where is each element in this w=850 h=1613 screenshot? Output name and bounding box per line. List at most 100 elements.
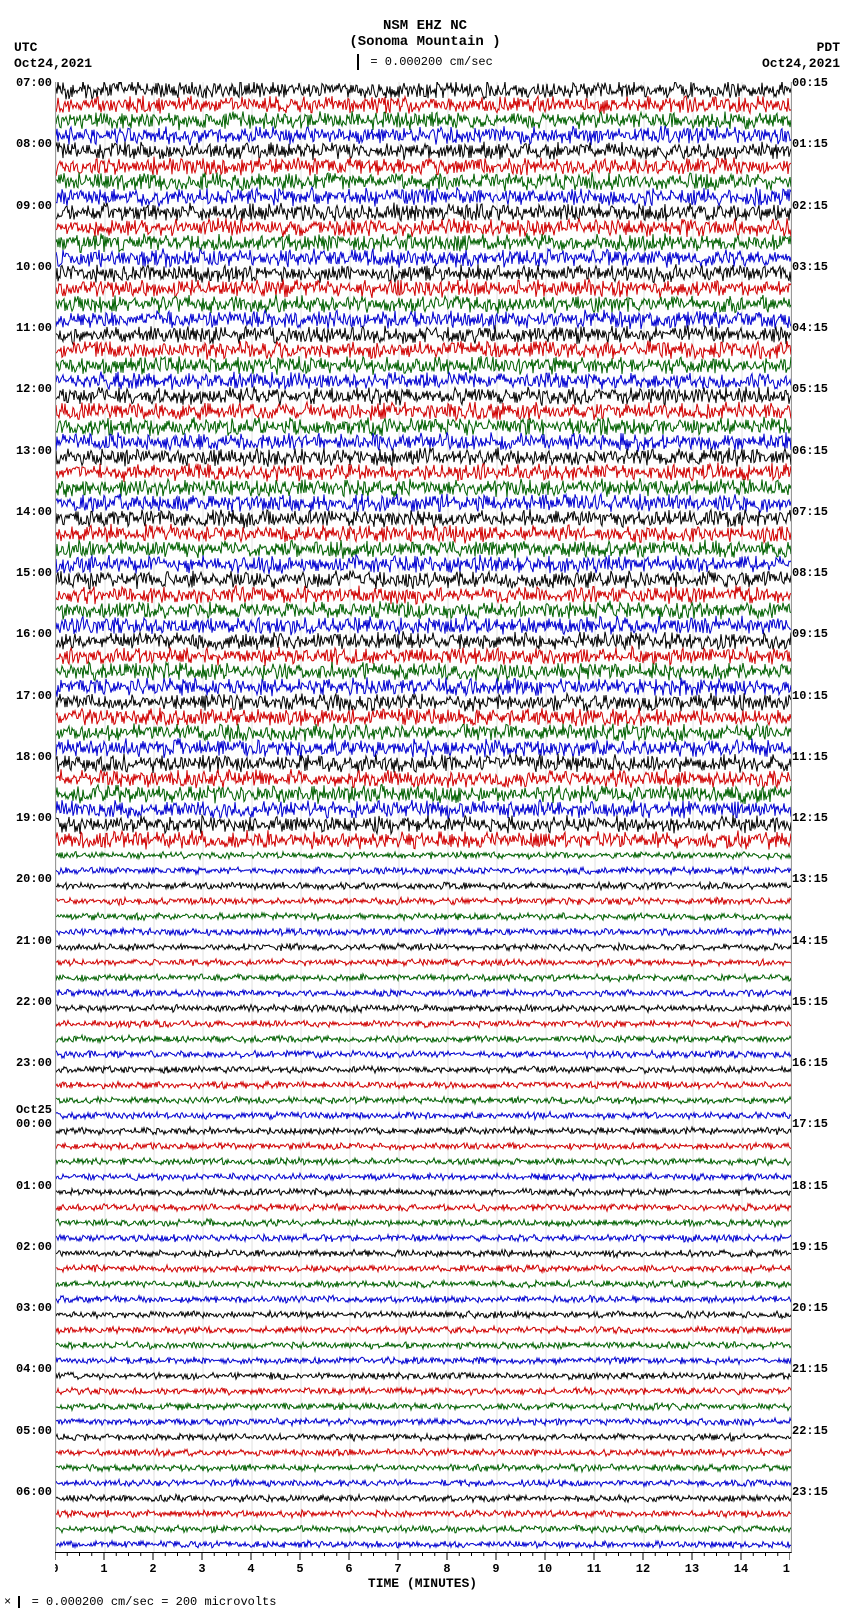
seismic-trace xyxy=(56,82,791,99)
utc-hour-label: 10:00 xyxy=(0,260,52,274)
utc-hour-label: 02:00 xyxy=(0,1240,52,1254)
svg-text:3: 3 xyxy=(198,1562,205,1576)
seismic-trace xyxy=(56,1341,791,1349)
seismic-trace xyxy=(56,1372,791,1379)
svg-text:8: 8 xyxy=(443,1562,450,1576)
seismic-trace xyxy=(56,738,791,758)
seismic-trace xyxy=(56,1005,791,1013)
seismic-trace xyxy=(56,1449,791,1457)
seismic-trace xyxy=(56,974,791,982)
pdt-hour-label: 14:15 xyxy=(792,934,842,948)
seismic-trace xyxy=(56,172,791,191)
utc-hour-label: 09:00 xyxy=(0,199,52,213)
seismic-trace xyxy=(56,1326,791,1334)
seismic-trace xyxy=(56,1051,791,1059)
seismic-trace xyxy=(56,959,791,967)
svg-text:15: 15 xyxy=(783,1562,790,1576)
pdt-hour-label: 02:15 xyxy=(792,199,842,213)
seismic-trace xyxy=(56,540,791,559)
seismic-trace xyxy=(56,1494,791,1502)
pdt-hour-label: 19:15 xyxy=(792,1240,842,1254)
pdt-hour-label: 07:15 xyxy=(792,505,842,519)
seismic-trace xyxy=(56,1265,791,1273)
pdt-hour-label: 00:15 xyxy=(792,76,842,90)
tz-right-label: PDT xyxy=(817,40,840,55)
seismic-trace xyxy=(56,1188,791,1196)
svg-text:1: 1 xyxy=(100,1562,107,1576)
seismic-trace xyxy=(56,203,791,222)
seismic-trace xyxy=(56,1219,791,1227)
seismic-trace xyxy=(56,815,791,834)
seismic-trace xyxy=(56,867,791,875)
seismic-trace xyxy=(56,1112,791,1120)
utc-hour-label: 19:00 xyxy=(0,811,52,825)
seismic-trace xyxy=(56,943,791,951)
svg-text:14: 14 xyxy=(734,1562,748,1576)
pdt-hour-label: 04:15 xyxy=(792,321,842,335)
seismogram-svg xyxy=(56,82,791,1552)
svg-text:2: 2 xyxy=(149,1562,156,1576)
seismic-trace xyxy=(56,1295,791,1303)
date-left: Oct24,2021 xyxy=(14,56,92,71)
header-block: NSM EHZ NC (Sonoma Mountain ) = 0.000200… xyxy=(0,18,850,70)
pdt-hour-label: 13:15 xyxy=(792,872,842,886)
seismic-trace xyxy=(56,1280,791,1288)
scale-text: = 0.000200 cm/sec xyxy=(370,55,492,69)
utc-hour-label: 23:00 xyxy=(0,1056,52,1070)
seismic-trace xyxy=(56,913,791,921)
utc-day-label: Oct25 xyxy=(0,1103,52,1117)
seismic-trace xyxy=(56,1525,791,1533)
svg-text:10: 10 xyxy=(538,1562,552,1576)
seismic-trace xyxy=(56,897,791,905)
date-right: Oct24,2021 xyxy=(762,56,840,71)
pdt-hour-label: 23:15 xyxy=(792,1485,842,1499)
svg-text:0: 0 xyxy=(55,1562,59,1576)
utc-hour-label: 18:00 xyxy=(0,750,52,764)
seismic-trace xyxy=(56,616,791,635)
seismic-trace xyxy=(56,295,791,314)
seismic-trace xyxy=(56,631,791,650)
seismic-trace xyxy=(56,233,791,252)
utc-hour-label: 01:00 xyxy=(0,1179,52,1193)
seismic-trace xyxy=(56,830,791,850)
seismic-trace xyxy=(56,432,791,452)
pdt-hour-label: 18:15 xyxy=(792,1179,842,1193)
seismic-trace xyxy=(56,1204,791,1212)
x-axis-svg: 0123456789101112131415 xyxy=(55,1552,790,1576)
seismic-trace xyxy=(56,279,791,298)
seismic-trace xyxy=(56,1418,791,1426)
scale-bar-icon xyxy=(18,1596,20,1608)
seismic-trace xyxy=(56,928,791,936)
seismic-trace xyxy=(56,1158,791,1166)
utc-hour-label: 06:00 xyxy=(0,1485,52,1499)
seismic-trace xyxy=(56,1433,791,1441)
pdt-hour-label: 09:15 xyxy=(792,627,842,641)
seismic-trace xyxy=(56,1081,791,1089)
seismic-trace xyxy=(56,372,791,390)
seismic-trace xyxy=(56,723,791,742)
utc-hour-label: 07:00 xyxy=(0,76,52,90)
seismic-trace xyxy=(56,601,791,620)
pdt-hour-label: 16:15 xyxy=(792,1056,842,1070)
station-id: NSM EHZ NC xyxy=(0,18,850,34)
utc-hour-label: 04:00 xyxy=(0,1362,52,1376)
utc-hour-label: 03:00 xyxy=(0,1301,52,1315)
utc-hour-label: 08:00 xyxy=(0,137,52,151)
seismic-trace xyxy=(56,187,791,206)
seismogram-page: NSM EHZ NC (Sonoma Mountain ) = 0.000200… xyxy=(0,0,850,1613)
seismic-trace xyxy=(56,126,791,146)
seismic-trace xyxy=(56,448,791,467)
seismic-trace xyxy=(56,585,791,604)
utc-time-axis: 07:0008:0009:0010:0011:0012:0013:0014:00… xyxy=(0,82,52,1552)
station-location: (Sonoma Mountain ) xyxy=(0,34,850,50)
svg-text:12: 12 xyxy=(636,1562,650,1576)
utc-hour-label: 12:00 xyxy=(0,382,52,396)
x-axis: 0123456789101112131415 TIME (MINUTES) xyxy=(55,1552,790,1590)
utc-hour-label: 20:00 xyxy=(0,872,52,886)
seismic-trace xyxy=(56,524,791,544)
x-axis-title: TIME (MINUTES) xyxy=(55,1576,790,1591)
seismogram-plot xyxy=(55,82,792,1553)
seismic-trace xyxy=(56,1234,791,1242)
seismic-trace xyxy=(56,402,791,421)
svg-text:11: 11 xyxy=(587,1562,601,1576)
